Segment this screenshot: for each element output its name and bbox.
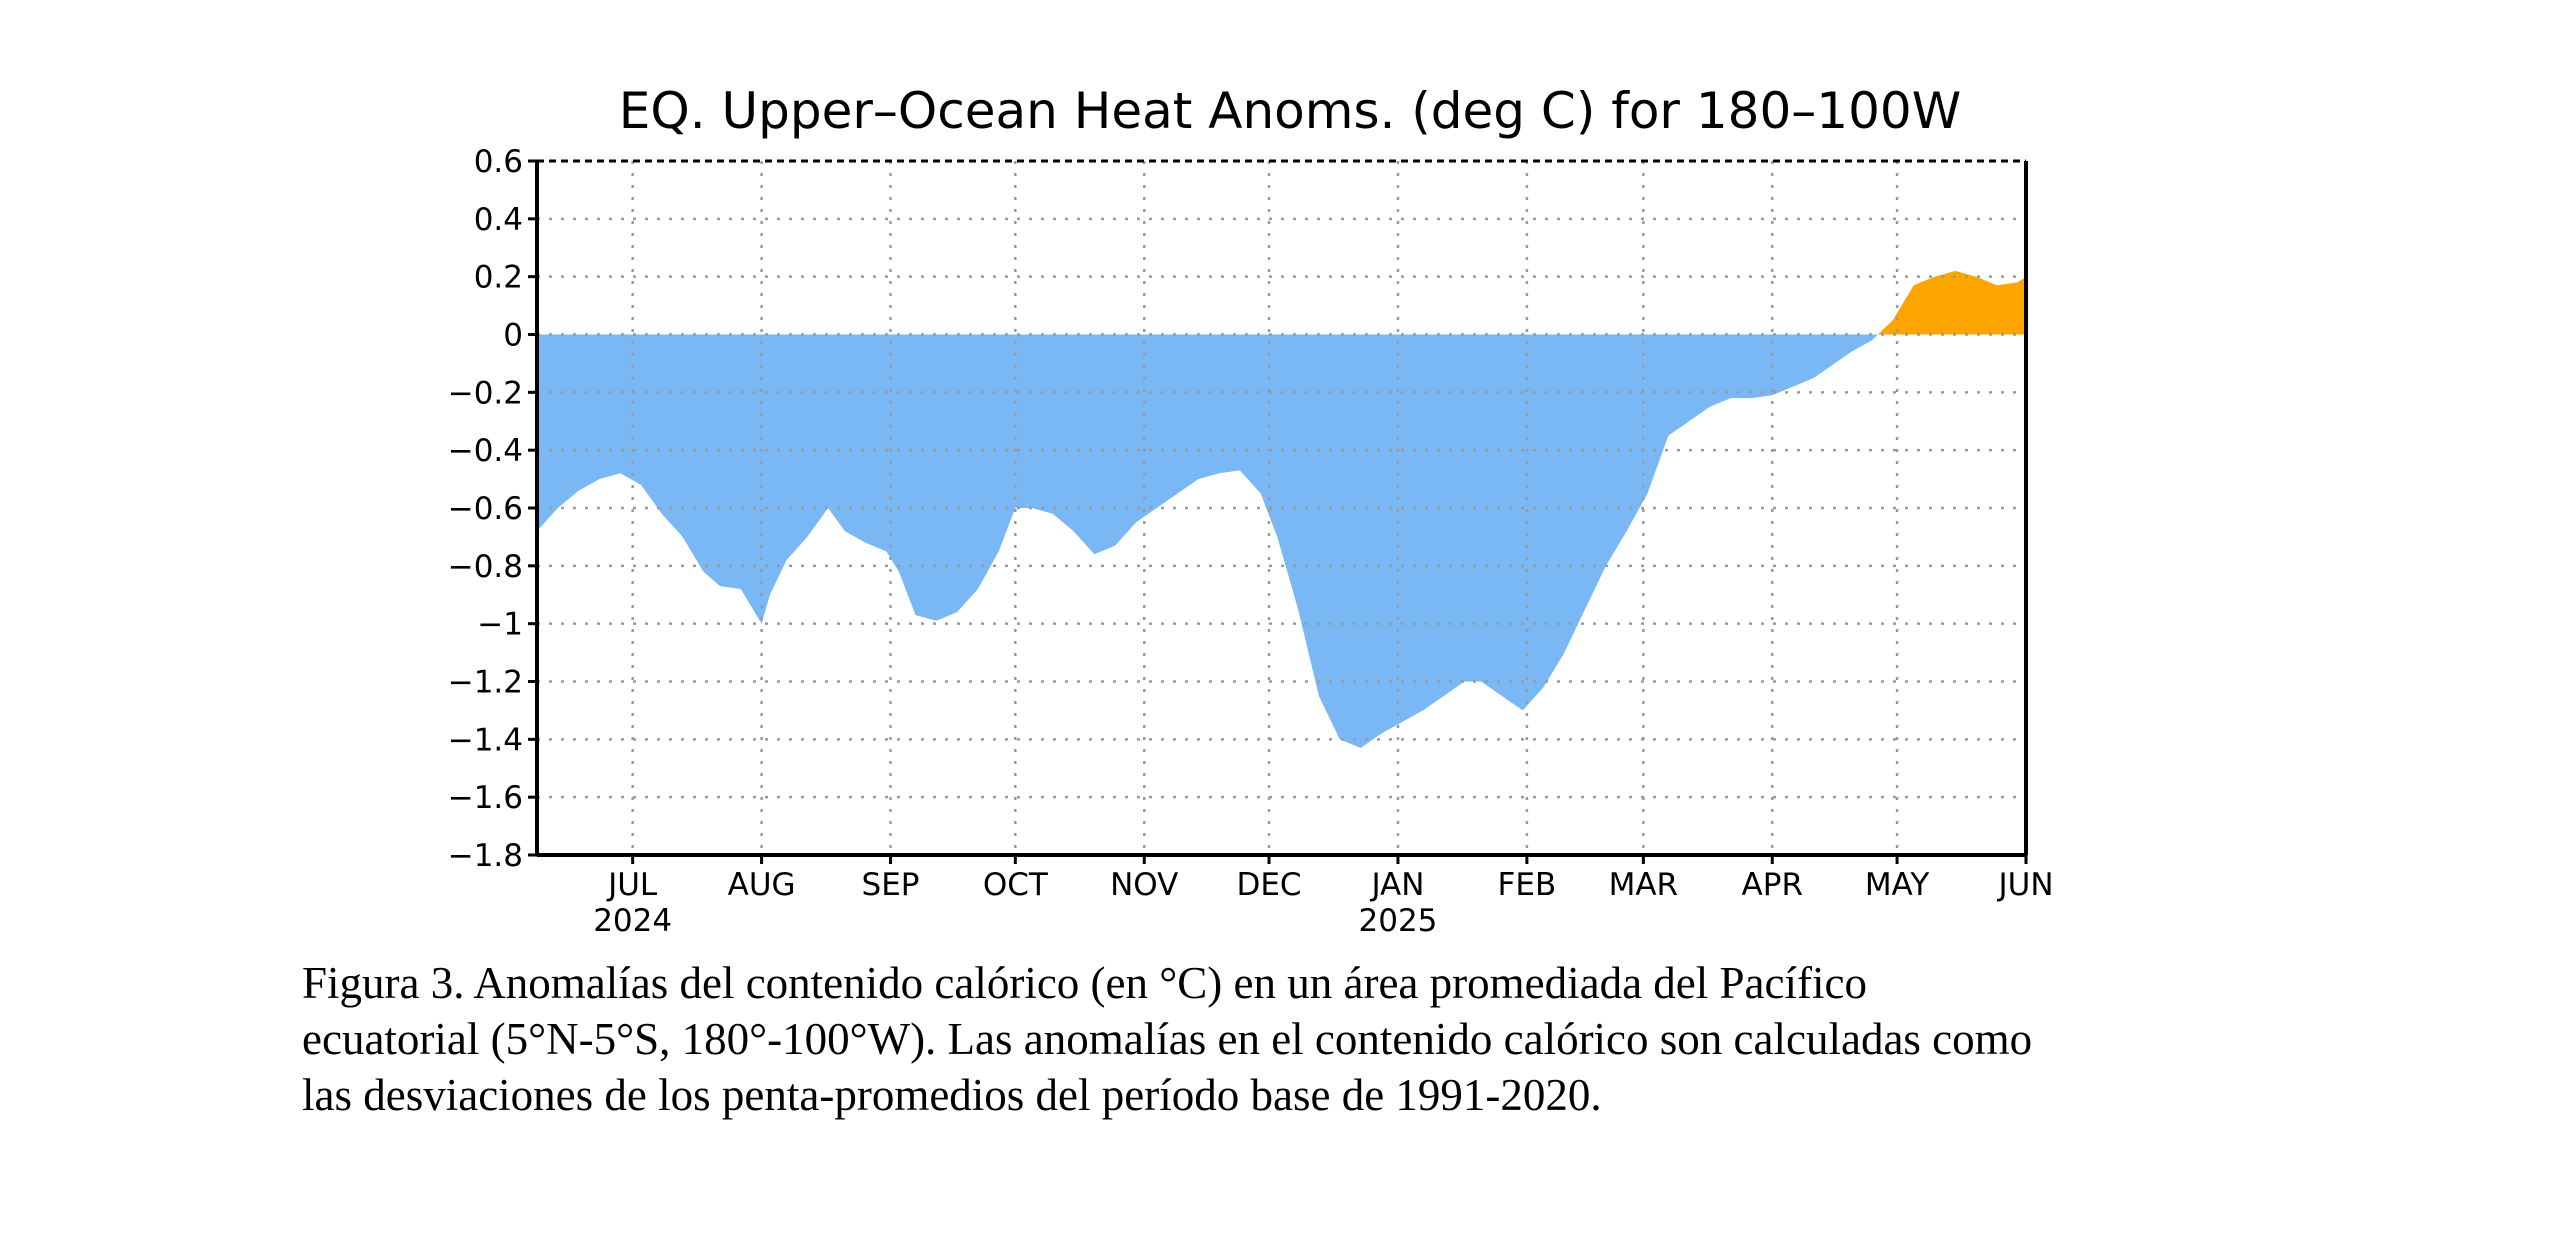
- y-tick-label: −1.4: [448, 722, 523, 758]
- caption-line-3: las desviaciones de los penta-promedios …: [302, 1070, 1602, 1120]
- y-tick-label: 0.4: [474, 202, 523, 238]
- y-tick-label: −1.8: [448, 838, 523, 874]
- y-tick-label: −0.6: [448, 491, 523, 527]
- heat-anomaly-chart: EQ. Upper–Ocean Heat Anoms. (deg C) for …: [448, 82, 2054, 939]
- y-tick-label: 0.6: [474, 144, 523, 180]
- x-tick-label: FEB: [1498, 867, 1557, 903]
- x-tick-label: AUG: [728, 867, 796, 903]
- x-tick-label: DEC: [1236, 867, 1301, 903]
- x-tick-label: JAN: [1369, 867, 1424, 903]
- y-tick-label: 0.2: [474, 260, 523, 296]
- x-tick-year-label: 2024: [593, 903, 672, 939]
- axis-layer: 0.6 0.4 0.2 0 −0.2 −0.4 −0.6 −0.8 −1 −1.2 −1.4 −1.6…: [448, 144, 2054, 939]
- area-layer: [537, 270, 2026, 748]
- x-tick-label: OCT: [983, 867, 1049, 903]
- negative-anomaly-area: [537, 334, 2026, 748]
- x-tick-label: MAY: [1865, 867, 1930, 903]
- caption-line-1: Figura 3. Anomalías del contenido calóri…: [302, 958, 1867, 1008]
- x-tick-label: JUN: [1996, 867, 2053, 903]
- grid-layer: [537, 161, 2026, 855]
- x-tick-label: JUL: [606, 867, 658, 903]
- y-tick-label: 0: [503, 318, 523, 354]
- y-tick-label: −0.4: [448, 433, 523, 469]
- caption-line-2: ecuatorial (5°N-5°S, 180°-100°W). Las an…: [302, 1014, 2033, 1064]
- chart-title: EQ. Upper–Ocean Heat Anoms. (deg C) for …: [619, 82, 1961, 140]
- figure-caption: Figura 3. Anomalías del contenido calóri…: [302, 955, 2302, 1123]
- x-tick-year-label: 2025: [1359, 903, 1438, 939]
- y-tick-label: −1.6: [448, 780, 523, 816]
- y-tick-label: −1: [477, 607, 523, 643]
- x-tick-label: SEP: [862, 867, 920, 903]
- y-tick-label: −0.8: [448, 549, 523, 585]
- x-tick-label: NOV: [1110, 867, 1178, 903]
- x-tick-label: MAR: [1609, 867, 1679, 903]
- y-tick-label: −0.2: [448, 375, 523, 411]
- y-tick-label: −1.2: [448, 665, 523, 701]
- x-tick-label: APR: [1742, 867, 1803, 903]
